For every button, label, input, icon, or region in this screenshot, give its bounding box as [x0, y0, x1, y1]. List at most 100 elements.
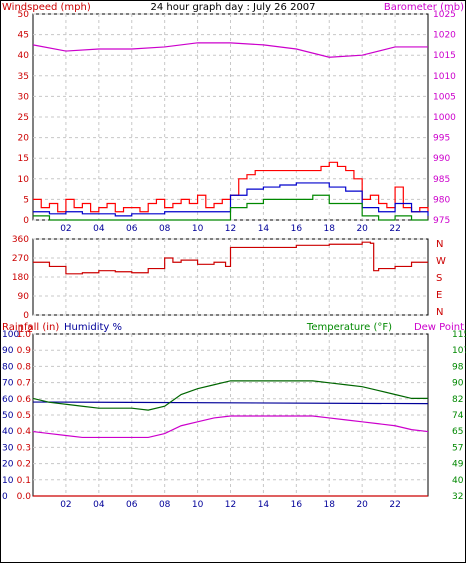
wind-ytick-label: 40 — [18, 51, 30, 61]
humidity-ytick-label: 80 — [2, 362, 14, 372]
compass-label: N — [436, 307, 443, 318]
rainfall-ytick-label: 0.3 — [17, 443, 31, 453]
humidity-ytick-label: 90 — [2, 346, 14, 356]
climate-xtick-label: 10 — [192, 500, 204, 510]
baro-ytick-label: 1010 — [433, 72, 456, 82]
series-direction — [33, 241, 428, 275]
wind-ytick-label: 15 — [18, 154, 29, 164]
rainfall-axis-title: Rainfall (in) — [2, 322, 59, 333]
temperature-ytick-label: 82 — [452, 395, 463, 405]
temperature-axis-title: Temperature (°F) — [306, 322, 392, 333]
wind-ytick-label: 30 — [18, 92, 30, 102]
wind-ytick-label: 25 — [18, 113, 29, 123]
series-average — [33, 182, 429, 217]
temperature-ytick-label: 49 — [452, 460, 464, 470]
humidity-ytick-label: 100 — [2, 330, 19, 340]
wind-xtick-label: 12 — [225, 224, 236, 234]
baro-ytick-label: 985 — [433, 175, 450, 185]
wind-xtick-label: 16 — [291, 224, 303, 234]
humidity-ytick-label: 0 — [2, 492, 8, 502]
direction-ytick-label: 180 — [12, 273, 29, 283]
rainfall-ytick-label: 0.9 — [17, 346, 32, 356]
direction-ytick-label: 360 — [12, 235, 29, 245]
wind-ytick-label: 10 — [18, 175, 30, 185]
wind-xtick-label: 18 — [324, 224, 336, 234]
climate-xtick-label: 18 — [324, 500, 336, 510]
rainfall-ytick-label: 0.0 — [17, 492, 32, 502]
climate-xtick-label: 16 — [291, 500, 303, 510]
rainfall-ytick-label: 0.1 — [17, 476, 31, 486]
rainfall-ytick-label-top: 1.2 — [19, 325, 33, 335]
baro-ytick-label: 975 — [433, 216, 450, 226]
humidity-ytick-label: 60 — [2, 395, 14, 405]
rainfall-ytick-label: 0.5 — [17, 411, 31, 421]
wind-ytick-label: 0 — [23, 216, 29, 226]
humidity-ytick-label: 70 — [2, 379, 14, 389]
chart-title: 24 hour graph day : July 26 2007 — [150, 2, 315, 13]
humidity-ytick-label: 30 — [2, 443, 14, 453]
wind-xtick-label: 04 — [93, 224, 105, 234]
climate-xtick-label: 08 — [159, 500, 171, 510]
compass-label: W — [436, 256, 446, 267]
series-barometer — [32, 42, 428, 58]
wind-xtick-label: 22 — [389, 224, 400, 234]
rainfall-ytick-label: 1.0 — [17, 330, 32, 340]
humidity-axis-title: Humidity % — [64, 322, 122, 333]
wind-xtick-label: 06 — [126, 224, 138, 234]
humidity-ytick-label: 50 — [2, 411, 14, 421]
temperature-ytick-label: 107 — [452, 346, 466, 356]
humidity-ytick-label: 40 — [2, 427, 14, 437]
rainfall-ytick-label: 0.6 — [17, 395, 32, 405]
temperature-ytick-label: 98 — [452, 362, 464, 372]
climate-xtick-label: 14 — [258, 500, 270, 510]
temperature-ytick-label: 74 — [452, 411, 464, 421]
wind-xtick-label: 02 — [60, 224, 71, 234]
series-temperature-f- — [32, 380, 428, 411]
baro-ytick-label: 1000 — [433, 113, 456, 123]
rainfall-ytick-label: 0.4 — [17, 427, 32, 437]
temperature-ytick-label: 40 — [452, 476, 464, 486]
baro-ytick-label: 1020 — [433, 31, 456, 41]
climate-xtick-label: 06 — [126, 500, 138, 510]
rainfall-ytick-label: 0.8 — [17, 362, 32, 372]
rainfall-ytick-label: 0.2 — [17, 460, 31, 470]
wind-xtick-label: 20 — [356, 224, 368, 234]
temperature-ytick-label: 90 — [452, 379, 464, 389]
temperature-ytick-label: 57 — [452, 443, 463, 453]
barometer-axis-title: Barometer (mb) — [384, 2, 464, 13]
climate-xtick-label: 04 — [93, 500, 105, 510]
baro-ytick-label: 990 — [433, 154, 450, 164]
temperature-ytick-label: 115 — [452, 330, 466, 340]
temperature-ytick-label: 32 — [452, 492, 463, 502]
baro-ytick-label: 1025 — [433, 10, 456, 20]
wind-ytick-label: 35 — [18, 72, 29, 82]
wind-ytick-label: 20 — [18, 134, 30, 144]
baro-ytick-label: 1005 — [433, 92, 456, 102]
chart-layer: 0510152025303540455097598098599099510001… — [2, 10, 466, 510]
compass-label: N — [436, 239, 443, 250]
baro-ytick-label: 995 — [433, 134, 450, 144]
humidity-ytick-label: 20 — [2, 460, 14, 470]
wind-xtick-label: 14 — [258, 224, 270, 234]
compass-label: E — [436, 290, 442, 301]
direction-ytick-label: 270 — [12, 254, 29, 264]
climate-xtick-label: 12 — [225, 500, 236, 510]
rainfall-ytick-label: 0.7 — [17, 379, 31, 389]
series-dew-point — [32, 415, 429, 439]
wind-ytick-label: 50 — [18, 10, 30, 20]
wind-ytick-label: 5 — [23, 195, 29, 205]
wind-xtick-label: 08 — [159, 224, 171, 234]
baro-ytick-label: 980 — [433, 195, 450, 205]
climate-xtick-label: 02 — [60, 500, 71, 510]
climate-xtick-label: 22 — [389, 500, 400, 510]
wind-ytick-label: 45 — [18, 31, 29, 41]
direction-ytick-label: 90 — [18, 292, 30, 302]
windspeed-axis-title: Windspeed (mph) — [2, 2, 91, 13]
series-gust — [33, 161, 429, 213]
direction-ytick-label: 0 — [23, 311, 29, 321]
wind-xtick-label: 10 — [192, 224, 204, 234]
humidity-ytick-label: 10 — [2, 476, 14, 486]
dewpoint-axis-title: Dew Point — [414, 322, 464, 333]
